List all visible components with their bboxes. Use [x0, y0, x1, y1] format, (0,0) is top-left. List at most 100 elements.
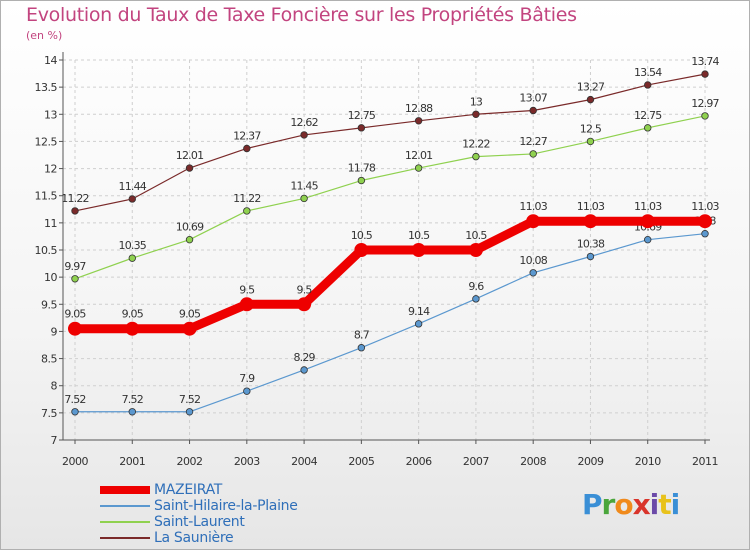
x-tick-label: 2003 [234, 455, 260, 468]
series-line-mazeirat [70, 216, 710, 334]
data-label-la-sauni-re: 13.27 [577, 81, 605, 94]
series-line-saint-laurent [74, 115, 706, 280]
y-tick-label: 11 [44, 217, 57, 230]
data-label-saint-laurent: 10.69 [176, 221, 204, 234]
data-point-saint-laurent [128, 254, 136, 262]
logo-letter: P [582, 488, 603, 521]
data-label-mazeirat: 10.5 [465, 229, 487, 242]
data-point-mazeirat [583, 214, 598, 229]
data-label-saint-laurent: 9.97 [64, 260, 86, 273]
data-label-mazeirat: 9.5 [239, 283, 255, 296]
y-tick-label: 10.5 [35, 244, 58, 257]
data-label-mazeirat: 9.05 [122, 308, 144, 321]
data-point-saint-hilaire-la-plaine [644, 235, 652, 244]
data-point-la-sauni-re [185, 164, 194, 172]
data-point-saint-laurent [300, 194, 308, 203]
data-point-la-sauni-re [472, 110, 480, 118]
data-point-la-sauni-re [644, 81, 652, 89]
data-label-saint-laurent: 10.35 [119, 239, 147, 252]
data-point-la-sauni-re [529, 106, 537, 115]
data-point-saint-laurent [644, 124, 652, 132]
data-label-la-sauni-re: 12.88 [405, 102, 433, 115]
legend-item-mazeirat: MAZEIRAT [100, 482, 360, 498]
data-point-la-sauni-re [128, 195, 136, 203]
legend-label: La Saunière [154, 530, 234, 546]
data-label-la-sauni-re: 11.22 [61, 192, 89, 205]
data-label-mazeirat: 11.03 [577, 200, 605, 213]
data-point-saint-hilaire-la-plaine [71, 408, 79, 416]
y-tick-label: 9 [51, 325, 58, 338]
data-label-saint-hilaire-la-plaine: 7.9 [239, 372, 255, 385]
data-point-la-sauni-re [701, 70, 709, 78]
data-label-saint-laurent: 11.22 [233, 192, 261, 205]
data-label-saint-hilaire-la-plaine: 8.7 [354, 329, 370, 342]
data-label-la-sauni-re: 13 [470, 95, 483, 108]
series-line-saint-hilaire-la-plaine [74, 233, 706, 413]
logo-letter: t [658, 488, 671, 521]
x-tick-label: 2000 [62, 455, 88, 468]
data-label-la-sauni-re: 11.44 [119, 180, 147, 193]
logo-letter: i [649, 488, 660, 521]
data-label-mazeirat: 10.5 [408, 229, 430, 242]
data-label-la-sauni-re: 12.01 [176, 149, 204, 162]
data-label-mazeirat: 11.03 [634, 200, 662, 213]
y-tick-label: 10 [44, 271, 57, 284]
data-point-mazeirat [239, 297, 254, 312]
data-label-mazeirat: 9.05 [64, 308, 86, 321]
series-line-la-sauni-re [74, 73, 706, 212]
data-label-la-sauni-re: 13.74 [691, 55, 719, 68]
x-tick-label: 2008 [520, 455, 546, 468]
legend-item-saint-hilaire-la-plaine: Saint-Hilaire-la-Plaine [100, 498, 360, 514]
data-label-mazeirat: 9.5 [297, 283, 313, 296]
chart-subtitle: (en %) [26, 29, 63, 42]
data-label-la-sauni-re: 13.54 [634, 66, 662, 79]
logo-letter: o [614, 488, 633, 521]
legend-label: Saint-Laurent [154, 514, 245, 530]
data-point-saint-laurent [529, 150, 537, 158]
data-label-mazeirat: 9.05 [179, 308, 201, 321]
data-label-saint-laurent: 12.97 [691, 97, 719, 110]
data-label-mazeirat: 11.03 [691, 200, 719, 213]
legend-label: Saint-Hilaire-la-Plaine [154, 498, 298, 514]
data-point-saint-hilaire-la-plaine [300, 366, 308, 374]
data-point-mazeirat [526, 214, 541, 229]
legend-swatch [100, 505, 150, 507]
y-tick-label: 12 [44, 163, 57, 176]
data-label-saint-hilaire-la-plaine: 10.08 [519, 254, 547, 267]
data-label-saint-laurent: 12.5 [580, 122, 602, 135]
legend-label: MAZEIRAT [154, 482, 223, 498]
x-tick-label: 2001 [119, 455, 145, 468]
data-point-saint-laurent [243, 207, 251, 215]
data-point-mazeirat [354, 243, 369, 257]
data-point-mazeirat [68, 321, 82, 336]
data-point-la-sauni-re [300, 131, 308, 139]
data-label-saint-hilaire-la-plaine: 8.29 [293, 351, 315, 364]
data-point-saint-hilaire-la-plaine [243, 387, 251, 395]
legend-swatch [100, 486, 150, 494]
data-point-mazeirat [698, 214, 712, 229]
y-tick-label: 12.5 [35, 135, 58, 148]
x-tick-label: 2011 [692, 455, 718, 468]
y-tick-label: 8.5 [41, 353, 57, 366]
data-label-mazeirat: 11.03 [519, 200, 547, 213]
y-tick-label: 13.5 [35, 81, 58, 94]
data-label-saint-laurent: 11.45 [290, 179, 318, 192]
data-label-la-sauni-re: 12.75 [348, 109, 376, 122]
data-label-saint-laurent: 12.75 [634, 109, 662, 122]
data-label-saint-hilaire-la-plaine: 7.52 [64, 393, 85, 406]
data-point-saint-hilaire-la-plaine [414, 320, 423, 328]
y-tick-label: 14 [44, 54, 57, 67]
logo-letter: x [632, 488, 651, 521]
data-point-saint-hilaire-la-plaine [472, 295, 480, 303]
data-label-la-sauni-re: 12.62 [290, 116, 318, 129]
logo-letter: r [601, 488, 616, 521]
x-tick-label: 2009 [577, 455, 603, 468]
data-point-saint-hilaire-la-plaine [586, 252, 595, 261]
x-tick-label: 2002 [177, 455, 203, 468]
y-tick-label: 7.5 [41, 407, 57, 420]
data-label-la-sauni-re: 13.07 [519, 91, 547, 104]
y-tick-label: 11.5 [35, 190, 58, 203]
data-point-mazeirat [125, 321, 140, 336]
